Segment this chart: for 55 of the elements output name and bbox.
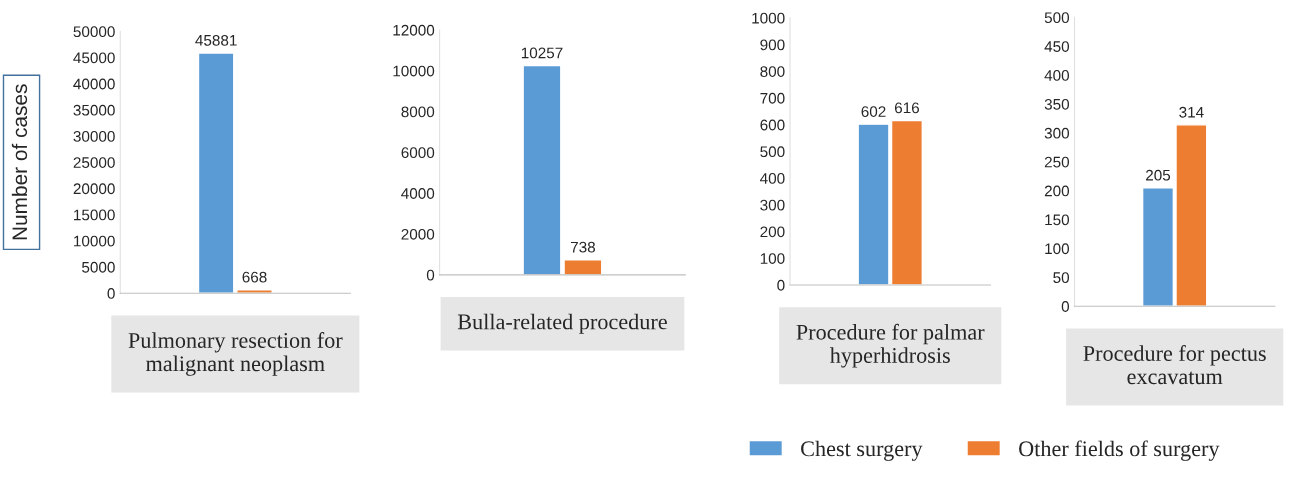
data-label: 10257 <box>521 47 563 59</box>
y-tick-label: 5000 <box>82 261 115 273</box>
legend-label: Other fields of surgery <box>1019 440 1220 461</box>
y-tick-label: 2000 <box>401 228 435 240</box>
y-tick-label: 800 <box>760 66 785 77</box>
data-label: 616 <box>894 102 920 114</box>
y-tick-label: 50 <box>1053 272 1070 284</box>
y-tick-label: 45000 <box>73 52 115 64</box>
y-tick-label: 100 <box>760 253 785 264</box>
data-label: 45881 <box>195 34 237 46</box>
y-tick-label: 6000 <box>401 147 435 159</box>
y-tick-label: 4000 <box>401 188 435 199</box>
y-tick-label: 400 <box>760 173 785 184</box>
y-tick-label: 0 <box>426 269 435 281</box>
y-tick-label: 300 <box>760 199 785 211</box>
y-tick-label: 0 <box>777 279 785 291</box>
y-tick-label: 900 <box>760 39 785 51</box>
y-tick-label: 40000 <box>73 78 115 90</box>
y-tick-label: 700 <box>760 92 785 104</box>
y-tick-label: 0 <box>1061 301 1070 312</box>
y-tick-label: 200 <box>1044 185 1070 197</box>
y-tick-label: 400 <box>1044 70 1070 81</box>
y-tick-label: 8000 <box>401 106 435 118</box>
data-label: 314 <box>1179 106 1204 118</box>
legend-label: Chest surgery <box>801 440 923 461</box>
x-tick-label: Pulmonary resection for malignant neoplasm <box>128 332 343 376</box>
y-tick-label: 450 <box>1044 41 1070 52</box>
y-tick-label: 150 <box>1045 214 1070 226</box>
data-label: 205 <box>1146 169 1171 181</box>
x-tick-label: Bulla-related procedure <box>457 313 667 334</box>
x-tick-label: Procedure for palmar hyperhidrosis <box>796 323 985 368</box>
y-tick-label: 12000 <box>393 24 435 36</box>
y-tick-label: 250 <box>1044 156 1070 168</box>
y-tick-label: 15000 <box>74 209 115 221</box>
y-tick-label: 200 <box>760 226 785 238</box>
data-label: 602 <box>861 106 886 117</box>
y-tick-label: 50000 <box>73 26 115 38</box>
x-tick-label: Procedure for pectus excavatum <box>1083 345 1266 385</box>
y-tick-label: 0 <box>107 288 115 299</box>
y-tick-label: 10000 <box>74 235 115 247</box>
data-label: 738 <box>570 241 596 253</box>
y-tick-label: 600 <box>760 119 785 131</box>
y-axis-title: Number of cases <box>11 84 28 240</box>
y-tick-label: 30000 <box>73 130 115 142</box>
y-tick-label: 500 <box>760 146 785 158</box>
data-label: 668 <box>242 271 267 283</box>
y-tick-label: 20000 <box>73 183 115 195</box>
y-tick-label: 100 <box>1045 243 1070 255</box>
y-tick-label: 1000 <box>752 12 785 24</box>
y-tick-label: 350 <box>1044 98 1070 110</box>
y-tick-label: 35000 <box>73 104 115 116</box>
y-tick-label: 300 <box>1044 127 1070 139</box>
y-tick-label: 25000 <box>73 157 115 168</box>
y-tick-label: 500 <box>1044 12 1070 24</box>
y-tick-label: 10000 <box>393 65 435 77</box>
